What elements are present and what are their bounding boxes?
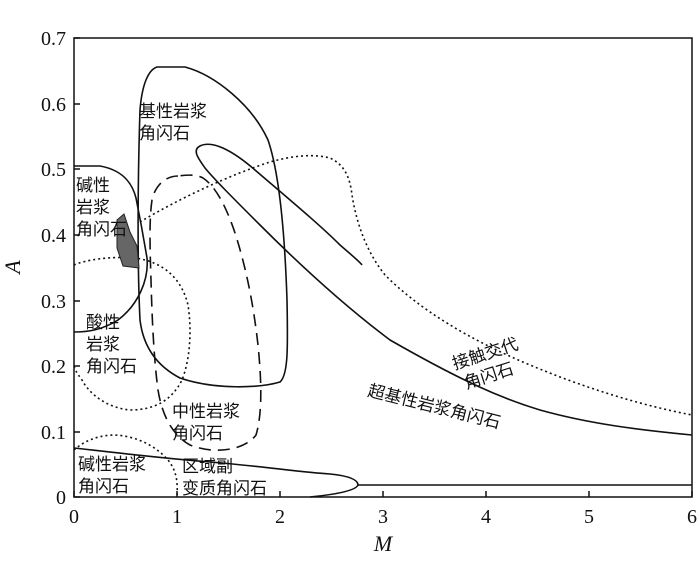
regional-boundary [73,447,359,498]
mafic-boundary [137,66,289,388]
x-tick-label: 6 [687,506,697,528]
sample-cluster [116,213,140,269]
alkaline-upper-label-line: 碱性 [76,176,110,196]
mafic-label-line: 角闪石 [139,124,190,144]
y-tick-label: 0.1 [41,422,66,444]
y-tick-label: 0.5 [41,159,66,181]
y-axis-title: A [0,260,25,276]
y-tick-label: 0.2 [41,356,66,378]
regional-label: 区域副 变质角闪石 [182,457,267,499]
y-tick-label: 0.6 [41,94,66,116]
intermediate-label: 中性岩浆 角闪石 [172,402,240,444]
alkaline-upper-label-line: 岩浆 [76,198,110,218]
x-tick-label: 4 [481,506,491,528]
y-tick-label: 0.4 [41,225,66,247]
alkaline-upper-boundary [73,165,148,333]
contact-label: 接触交代 角闪石 [450,334,521,393]
x-tick-label: 1 [172,506,182,528]
x-tick-label: 5 [584,506,594,528]
intermediate-label-line: 中性岩浆 [172,402,240,422]
y-tick-label: 0.3 [41,291,66,313]
x-axis-title: M [373,531,394,556]
acidic-label-line: 岩浆 [86,335,120,355]
acidic-label-line: 角闪石 [86,357,137,377]
alkaline-lower-label: 碱性岩浆 角闪石 [78,455,146,497]
alkaline-lower-label-line: 角闪石 [78,477,129,497]
x-tick-label: 0 [69,506,79,528]
intermediate-boundary [149,174,262,451]
mafic-label-line: 基性岩浆 [139,102,207,122]
alkaline-upper-label-line: 角闪石 [76,220,127,240]
regional-label-line: 区域副 [182,457,233,477]
contact-boundary [139,154,693,416]
x-tick-marks [73,491,693,497]
regional-label-line: 变质角闪石 [182,479,267,499]
intermediate-label-line: 角闪石 [172,424,223,444]
alkaline-upper-label: 碱性 岩浆 角闪石 [76,176,127,240]
x-tick-label: 3 [378,506,388,528]
y-tick-label: 0.7 [41,28,66,50]
y-tick-label: 0 [56,487,66,509]
acidic-label-line: 酸性 [86,313,120,333]
ultramafic-boundary [195,143,693,436]
y-tick-marks [74,37,80,498]
x-tick-label: 2 [275,506,285,528]
alkaline-lower-label-line: 碱性岩浆 [78,455,146,475]
mafic-label: 基性岩浆 角闪石 [139,102,207,144]
acidic-boundary [73,256,191,411]
acidic-label: 酸性 岩浆 角闪石 [86,313,137,377]
